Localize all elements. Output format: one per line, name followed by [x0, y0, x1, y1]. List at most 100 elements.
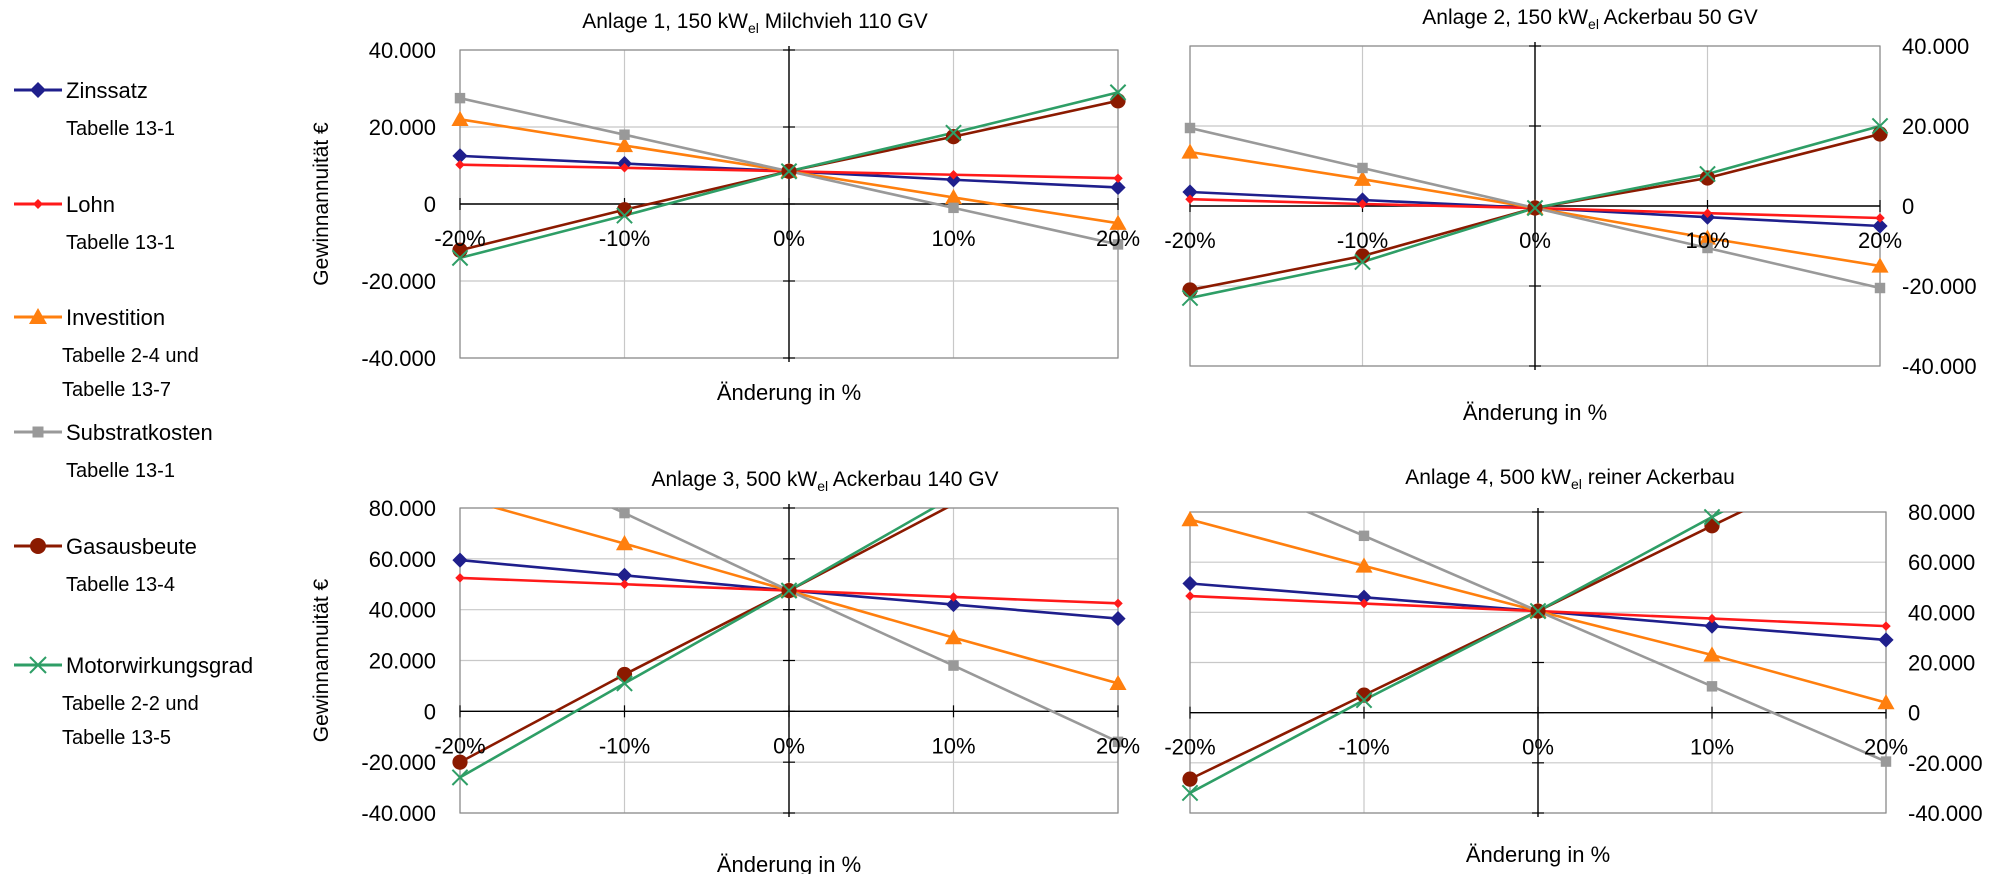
y-tick-label: 40.000	[369, 598, 436, 623]
chart-panel: 40.000 20.000 0 -20.000 -40.000 -20% -10% 0% 10%…	[310, 10, 1140, 405]
x-tick-label: 0%	[773, 733, 805, 758]
data-point	[1181, 784, 1199, 802]
data-point-shape	[1110, 93, 1126, 109]
data-point	[1110, 610, 1126, 627]
y-tick-label: 60.000	[369, 547, 436, 572]
data-point	[1109, 674, 1127, 691]
data-point-shape	[1181, 289, 1199, 307]
x-tick-label: -10%	[599, 733, 650, 758]
data-point	[1529, 602, 1547, 620]
y-tick-label: 20.000	[1902, 114, 1969, 139]
data-point	[455, 159, 465, 170]
chart-title-main: Anlage 4, 500 kW	[1405, 466, 1571, 489]
data-point	[948, 202, 959, 214]
chart-panel: 80.000 60.000 40.000 20.000 0 -20.000 -40.000 -…	[1164, 466, 1982, 867]
data-point-shape	[948, 202, 959, 214]
x-tick-label: 10%	[1685, 228, 1729, 253]
data-point-shape	[944, 188, 963, 205]
x-tick-label: 10%	[1690, 735, 1734, 760]
data-point	[945, 172, 962, 188]
data-point	[1698, 229, 1717, 245]
data-point-shape	[452, 552, 468, 568]
chart-panel: 80.000 60.000 40.000 20.000 0 -20.000 -40.000 -…	[310, 468, 1140, 874]
x-tick-label: -20%	[434, 733, 485, 758]
y-tick-label: 20.000	[369, 649, 436, 674]
data-point-shape	[616, 675, 633, 692]
data-point	[1112, 736, 1124, 748]
legend-item: Motorwirkungsgrad Tabelle 2-2 und Tabelle …	[14, 653, 253, 749]
data-point	[615, 535, 634, 551]
data-point-shape	[451, 110, 469, 126]
data-point-shape	[1880, 756, 1892, 767]
data-point	[619, 129, 630, 140]
x-tick-label: 20%	[1858, 228, 1902, 253]
data-point	[616, 666, 633, 683]
data-point	[780, 162, 798, 180]
data-point	[1880, 756, 1892, 767]
data-point-shape	[1359, 598, 1369, 609]
data-point-shape	[1355, 557, 1373, 573]
data-point-shape	[1181, 510, 1199, 527]
data-point	[455, 573, 465, 583]
legend-item: Investition Tabelle 2-4 und Tabelle 13-7	[14, 305, 199, 401]
data-point-shape	[1112, 736, 1124, 748]
x-axis-label: Änderung in %	[717, 380, 861, 405]
data-point-shape	[1112, 239, 1124, 250]
y-tick-label: -40.000	[361, 346, 436, 371]
data-point	[619, 507, 630, 519]
data-point	[945, 129, 962, 145]
data-point	[1184, 122, 1196, 134]
chart-title-rest: Ackerbau 140 GV	[828, 468, 998, 491]
legend-marker	[33, 199, 43, 209]
legend-marker-shape	[33, 199, 43, 209]
data-point-shape	[1182, 282, 1198, 298]
data-point-shape	[1185, 194, 1195, 204]
chart-title-subscript: el	[1588, 16, 1599, 32]
legend-label: Substratkosten	[66, 420, 213, 445]
data-point-shape	[452, 148, 468, 164]
data-point	[1706, 681, 1718, 692]
data-point	[1702, 208, 1713, 218]
data-point	[1877, 694, 1895, 710]
y-tick-label: 0	[1908, 701, 1920, 726]
data-point	[1356, 589, 1372, 605]
legend-marker-shape	[32, 426, 44, 438]
y-tick-label: 0	[1902, 194, 1914, 219]
data-point	[615, 136, 634, 153]
data-point-shape	[945, 172, 962, 188]
data-point	[1109, 84, 1127, 101]
legend-sublabel: Tabelle 13-1	[66, 232, 175, 254]
data-point	[1185, 591, 1195, 601]
legend-sublabel: Tabelle 13-1	[66, 460, 175, 482]
data-point	[1356, 687, 1372, 703]
data-point	[1704, 518, 1720, 534]
data-point-shape	[1358, 530, 1370, 542]
y-tick-label: 0	[424, 192, 436, 217]
x-tick-label: 20%	[1096, 733, 1140, 758]
chart-title: Anlage 3, 500 kWel Ackerbau 140 GV	[651, 468, 998, 494]
legend-marker	[30, 538, 46, 554]
legend-sublabel: Tabelle 13-1	[66, 118, 175, 140]
data-point-shape	[1109, 674, 1127, 691]
legend-sublabel: Tabelle 13-7	[62, 379, 171, 401]
data-point	[1110, 179, 1126, 196]
data-point	[616, 202, 633, 218]
data-point-shape	[1877, 694, 1895, 710]
legend-label: Zinssatz	[66, 78, 148, 103]
data-point	[1109, 214, 1127, 230]
legend-marker	[32, 426, 44, 438]
data-point	[1182, 282, 1198, 298]
chart-title-main: Anlage 1, 150 kW	[582, 10, 748, 33]
data-point-shape	[1184, 122, 1196, 134]
data-point	[1353, 170, 1372, 186]
data-point	[616, 567, 633, 583]
data-point-shape	[1182, 184, 1198, 200]
data-point-shape	[615, 535, 634, 551]
legend-label: Gasausbeute	[66, 534, 197, 559]
data-point-shape	[452, 754, 468, 770]
legend-marker-shape	[30, 82, 46, 98]
data-point	[619, 163, 630, 173]
data-point	[1874, 282, 1886, 294]
data-point	[452, 552, 468, 568]
